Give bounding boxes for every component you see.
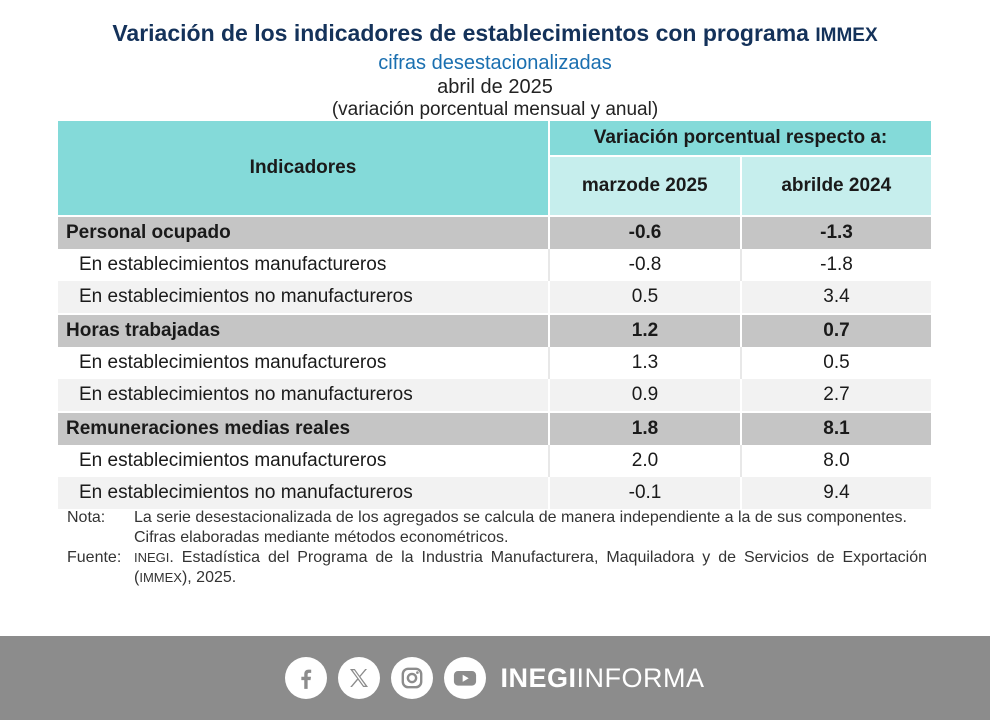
facebook-icon[interactable] (285, 657, 328, 699)
table-row: En establecimientos manufactureros -0.8 … (58, 249, 931, 281)
row-label: En establecimientos no manufactureros (58, 281, 550, 313)
header-indicators: Indicadores (58, 121, 550, 215)
title-block: Variación de los indicadores de establec… (0, 18, 990, 121)
x-icon[interactable] (338, 657, 381, 699)
note-row: Nota: La serie desestacionalizada de los… (67, 508, 927, 528)
period: abril de 2025 (437, 76, 553, 98)
annual-value: 2.7 (740, 379, 931, 411)
table-row: Personal ocupado -0.6 -1.3 (58, 215, 931, 249)
source-row: Fuente: INEGI. Estadística del Programa … (67, 548, 927, 588)
note-text-2: Cifras elaboradas mediante métodos econo… (134, 529, 509, 546)
brand-logo: INEGIINFORMA (500, 662, 705, 693)
table-row: Remuneraciones medias reales 1.8 8.1 (58, 411, 931, 445)
monthly-value: -0.6 (628, 222, 662, 243)
footer-bar: INEGIINFORMA (0, 636, 990, 720)
source-label: Fuente: (67, 549, 122, 566)
table-row: En establecimientos no manufactureros 0.… (58, 379, 931, 411)
note-label: Nota: (67, 509, 106, 526)
monthly-value: 1.8 (631, 418, 659, 439)
monthly-value: 1.2 (631, 320, 659, 341)
header-col-annual: abril de 2024 (739, 157, 931, 215)
monthly-value: 0.5 (631, 286, 659, 307)
header-group: Variación porcentual respecto a: (550, 121, 931, 157)
table-header: Indicadores Variación porcentual respect… (58, 121, 931, 215)
annual-value: 3.4 (740, 281, 931, 313)
monthly-value: -0.1 (628, 482, 662, 503)
row-label: Personal ocupado (58, 217, 550, 249)
row-label: En establecimientos manufactureros (58, 249, 550, 281)
source-program: IMMEX (139, 570, 182, 585)
monthly-value: 2.0 (631, 450, 659, 471)
row-label: En establecimientos no manufactureros (58, 477, 550, 509)
monthly-value: 1.3 (631, 352, 659, 373)
table-row: Horas trabajadas 1.2 0.7 (58, 313, 931, 347)
row-label: Horas trabajadas (58, 315, 550, 347)
instagram-icon[interactable] (391, 657, 434, 699)
table-row: En establecimientos manufactureros 1.3 0… (58, 347, 931, 379)
row-label: En establecimientos manufactureros (58, 347, 550, 379)
table-row: En establecimientos no manufactureros 0.… (58, 281, 931, 313)
annual-value: 0.5 (740, 347, 931, 379)
annual-value: 8.1 (740, 413, 931, 445)
note-text: La serie desestacionalizada de los agreg… (134, 509, 907, 526)
monthly-value: -0.8 (628, 254, 662, 275)
annual-value: -1.3 (740, 217, 931, 249)
header-col-monthly: marzo de 2025 (550, 157, 740, 215)
annual-value: 8.0 (740, 445, 931, 477)
program-name: IMMEX (815, 25, 878, 46)
annual-value: 0.7 (740, 315, 931, 347)
row-label: En establecimientos manufactureros (58, 445, 550, 477)
notes-section: Nota: La serie desestacionalizada de los… (67, 508, 927, 588)
table-row: En establecimientos manufactureros 2.0 8… (58, 445, 931, 477)
table-row: En establecimientos no manufactureros -0… (58, 477, 931, 509)
note-row: Cifras elaboradas mediante métodos econo… (67, 528, 927, 548)
subtitle: cifras desestacionalizadas (378, 52, 612, 74)
source-org: INEGI (134, 550, 170, 565)
row-label: Remuneraciones medias reales (58, 413, 550, 445)
indicators-table: Indicadores Variación porcentual respect… (58, 121, 931, 509)
annual-value: -1.8 (740, 249, 931, 281)
main-title: Variación de los indicadores de establec… (112, 20, 878, 46)
youtube-icon[interactable] (444, 657, 487, 699)
social-icons (285, 657, 497, 699)
source-text: INEGI. Estadística del Programa de la In… (134, 549, 927, 586)
annual-value: 9.4 (740, 477, 931, 509)
monthly-value: 0.9 (631, 384, 659, 405)
title-note: (variación porcentual mensual y anual) (331, 99, 659, 120)
row-label: En establecimientos no manufactureros (58, 379, 550, 411)
